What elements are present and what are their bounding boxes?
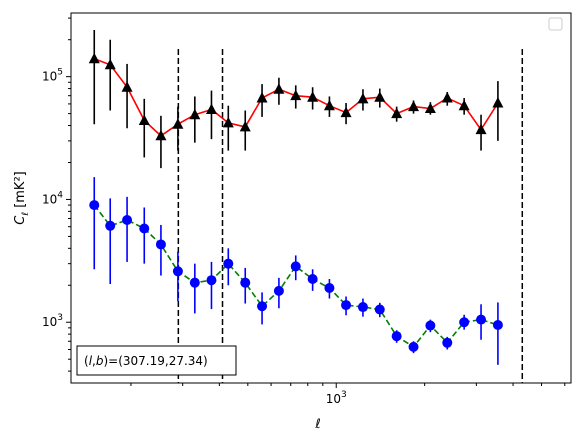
- data-point-0-6: [189, 108, 201, 120]
- data-point-1-2: [122, 215, 133, 226]
- plot-area: [88, 29, 524, 383]
- data-point-0-8: [222, 116, 234, 128]
- data-point-0-7: [205, 103, 217, 115]
- annotation-text: (l,b)=(307.19,27.34): [84, 354, 208, 368]
- data-point-0-5: [172, 118, 184, 129]
- y-axis-label: Cℓ [mK²]: [13, 171, 31, 224]
- data-point-1-13: [307, 273, 318, 284]
- data-point-1-7: [206, 275, 217, 286]
- data-point-1-8: [223, 258, 234, 269]
- data-point-1-12: [290, 261, 301, 272]
- data-point-1-18: [391, 331, 402, 342]
- data-point-0-18: [391, 107, 403, 119]
- annotation-frame: [76, 345, 237, 376]
- x-axis-label: ℓ: [314, 417, 320, 432]
- data-point-0-17: [374, 91, 386, 102]
- y-tick-label-1: 104: [42, 190, 63, 206]
- data-point-1-21: [442, 337, 453, 348]
- data-point-0-12: [290, 89, 302, 101]
- y-tick-label-2: 105: [42, 68, 63, 84]
- legend-box: [548, 17, 563, 31]
- data-point-1-1: [105, 220, 116, 231]
- data-point-1-16: [357, 302, 368, 313]
- y-tick-label-0: 103: [42, 313, 63, 329]
- data-point-0-0: [88, 52, 100, 64]
- data-point-1-4: [155, 239, 166, 250]
- data-point-0-16: [357, 92, 369, 104]
- data-point-1-9: [240, 277, 251, 288]
- data-point-0-10: [256, 92, 268, 103]
- annotation-box: (l,b)=(307.19,27.34): [76, 345, 237, 376]
- data-point-1-22: [459, 317, 470, 328]
- data-point-0-11: [273, 83, 285, 94]
- data-point-0-4: [155, 129, 167, 141]
- data-point-0-22: [458, 99, 470, 111]
- data-point-0-23: [475, 123, 487, 135]
- data-point-1-15: [341, 300, 352, 311]
- data-point-1-24: [492, 319, 503, 330]
- data-point-0-21: [441, 92, 453, 103]
- data-point-1-11: [273, 285, 284, 296]
- data-point-0-14: [323, 99, 335, 111]
- data-point-0-19: [408, 100, 420, 112]
- data-point-0-24: [492, 97, 504, 108]
- data-point-1-23: [476, 314, 487, 325]
- data-point-1-3: [139, 223, 150, 234]
- data-point-0-2: [121, 81, 133, 92]
- series-1: [89, 177, 503, 365]
- data-point-0-13: [307, 91, 319, 102]
- axes: 103 104 105 103: [42, 12, 572, 406]
- data-point-0-1: [104, 58, 116, 70]
- data-point-0-20: [424, 102, 436, 114]
- data-point-1-20: [425, 320, 436, 331]
- data-point-1-5: [172, 266, 183, 277]
- data-point-0-9: [239, 120, 251, 132]
- data-point-0-15: [340, 106, 352, 118]
- data-point-1-6: [189, 277, 200, 288]
- data-point-1-10: [257, 301, 268, 312]
- axes-frame: [70, 12, 572, 384]
- series-0: [88, 29, 504, 169]
- x-tick-label-0: 103: [326, 390, 347, 406]
- data-point-1-17: [374, 304, 385, 315]
- data-point-1-14: [324, 283, 335, 294]
- data-point-1-0: [89, 200, 100, 211]
- data-point-1-19: [408, 341, 419, 352]
- data-point-0-3: [138, 114, 150, 125]
